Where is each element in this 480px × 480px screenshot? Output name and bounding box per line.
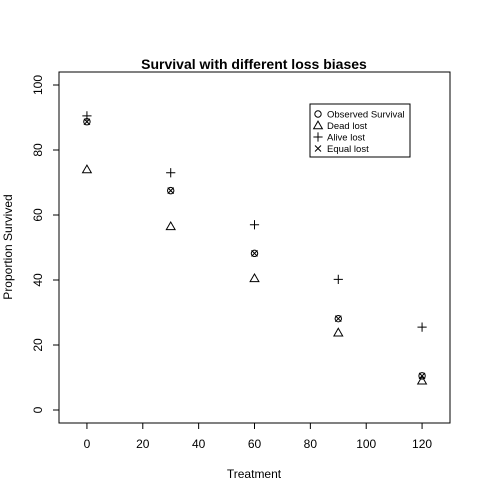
x-tick-label: 100 — [356, 437, 376, 451]
data-points — [81, 111, 428, 385]
data-point-cross — [83, 118, 91, 126]
data-point-circle — [250, 249, 259, 258]
legend-label: Equal lost — [327, 144, 369, 155]
data-point-plus — [417, 322, 427, 332]
data-point-cross — [334, 315, 342, 323]
data-point-triangle — [81, 164, 93, 174]
data-point-circle — [418, 372, 426, 380]
data-point-plus — [249, 220, 260, 230]
x-tick-label: 20 — [136, 437, 150, 451]
y-tick-label: 20 — [31, 338, 45, 352]
x-axis-label: Treatment — [227, 467, 282, 480]
x-tick-label: 60 — [248, 437, 262, 451]
x-tick-label: 120 — [412, 437, 432, 451]
x-tick-label: 0 — [84, 437, 91, 451]
data-point-cross — [418, 372, 426, 380]
series-cross — [83, 118, 426, 380]
data-point-cross — [167, 187, 175, 194]
legend-symbol-circle — [314, 110, 322, 118]
data-point-plus — [333, 274, 343, 284]
data-point-plus — [82, 111, 92, 121]
data-point-triangle — [249, 272, 260, 283]
chart-title: Survival with different loss biases — [141, 56, 367, 72]
data-point-circle — [167, 186, 175, 195]
x-tick-label: 80 — [304, 437, 318, 451]
data-point-circle — [334, 314, 342, 323]
legend-symbol-cross — [314, 145, 322, 152]
y-axis: 0 20 40 60 80 100 — [31, 75, 60, 413]
data-point-triangle — [416, 375, 428, 385]
y-tick-label: 40 — [31, 273, 45, 287]
series-triangle — [81, 164, 428, 385]
x-axis: 0 20 40 60 80 100 120 — [84, 422, 432, 451]
y-axis-label: Proportion Survived — [1, 194, 15, 299]
legend-label: Alive lost — [327, 133, 365, 144]
y-tick-label: 60 — [31, 208, 45, 222]
x-tick-label: 40 — [192, 437, 206, 451]
data-point-triangle — [165, 220, 176, 231]
y-tick-label: 80 — [31, 143, 45, 157]
y-tick-label: 100 — [31, 75, 45, 95]
legend-box — [309, 103, 411, 158]
legend-symbol-triangle — [312, 120, 324, 130]
series-plus — [82, 111, 427, 332]
legend-symbol-plus — [313, 132, 323, 142]
legend-label: Dead lost — [327, 121, 367, 132]
y-tick-label: 0 — [31, 406, 45, 413]
data-point-plus — [166, 168, 176, 178]
data-point-triangle — [333, 327, 344, 337]
legend-label: Observed Survival — [327, 110, 405, 121]
data-point-cross — [251, 249, 258, 257]
